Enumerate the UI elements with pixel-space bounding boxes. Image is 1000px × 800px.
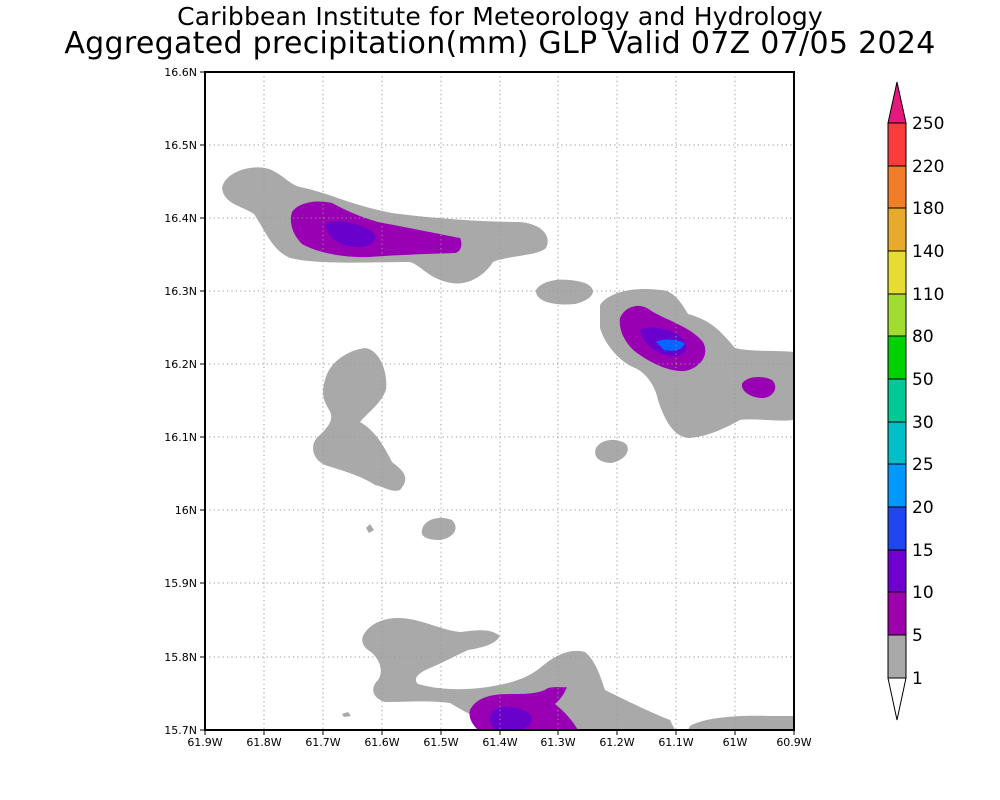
precip-20mm-areas <box>656 339 685 351</box>
lon-label: 61.1W <box>658 736 693 749</box>
colorbar-label: 10 <box>912 583 934 603</box>
lat-label: 16.5N <box>164 139 197 152</box>
precip-area-small-center <box>421 517 456 540</box>
colorbar-label: 50 <box>912 370 934 390</box>
colorbar-label: 1 <box>912 669 923 689</box>
precip-area-east-20mm <box>656 339 685 351</box>
lon-label: 60.9W <box>776 736 811 749</box>
product-title: Aggregated precipitation(mm) GLP Valid 0… <box>64 26 936 61</box>
lon-label: 61.3W <box>540 736 575 749</box>
institute-title: Caribbean Institute for Meteorology and … <box>177 2 823 31</box>
lat-label: 16.1N <box>164 431 197 444</box>
precip-area-small-east <box>595 439 628 463</box>
colorbar-swatch <box>887 378 907 423</box>
colorbar-min-arrow <box>887 677 907 721</box>
lon-label: 61.9W <box>187 736 222 749</box>
lon-label: 61.5W <box>423 736 458 749</box>
precip-area-north-10mm <box>325 221 376 248</box>
colorbar: 1 5 10 15 20 25 30 50 80 110 140 180 220… <box>887 81 944 721</box>
colorbar-swatch <box>887 463 907 508</box>
lon-label: 61W <box>723 736 748 749</box>
colorbar-label: 30 <box>912 413 934 433</box>
lat-label: 16.2N <box>164 358 197 371</box>
precip-area-speck-1 <box>366 524 374 533</box>
colorbar-max-arrow <box>887 81 907 124</box>
precip-area-southeast <box>688 715 794 730</box>
colorbar-label: 110 <box>912 285 944 305</box>
colorbar-swatch <box>887 250 907 295</box>
lat-label: 16.4N <box>164 212 197 225</box>
colorbar-swatch <box>887 549 907 593</box>
precip-area-south <box>362 618 675 730</box>
lon-label: 61.6W <box>364 736 399 749</box>
colorbar-label: 20 <box>912 498 934 518</box>
lat-label: 16.3N <box>164 285 197 298</box>
lat-label: 16.6N <box>164 66 197 79</box>
colorbar-swatch <box>887 293 907 337</box>
longitude-labels: 61.9W 61.8W 61.7W 61.6W 61.5W 61.4W 61.3… <box>187 736 811 749</box>
axis-ticks <box>200 71 795 735</box>
colorbar-swatch <box>887 421 907 465</box>
colorbar-label: 15 <box>912 541 934 561</box>
lon-label: 61.2W <box>599 736 634 749</box>
lat-label: 16N <box>175 504 197 517</box>
colorbar-swatch <box>887 165 907 209</box>
colorbar-swatch <box>887 335 907 380</box>
latitude-labels: 16.6N 16.5N 16.4N 16.3N 16.2N 16.1N 16N … <box>164 66 197 737</box>
lat-label: 15.7N <box>164 724 197 737</box>
lon-label: 61.8W <box>246 736 281 749</box>
lon-label: 61.4W <box>482 736 517 749</box>
colorbar-label: 220 <box>912 157 944 177</box>
precip-area-small-north <box>535 279 593 305</box>
colorbar-swatch <box>887 122 907 167</box>
colorbar-labels: 1 5 10 15 20 25 30 50 80 110 140 180 220… <box>912 114 944 689</box>
precip-area-far-east-5mm <box>741 376 776 398</box>
map-panel: 61.9W 61.8W 61.7W 61.6W 61.5W 61.4W 61.3… <box>164 66 812 749</box>
colorbar-label: 80 <box>912 327 934 347</box>
colorbar-swatch <box>887 207 907 252</box>
colorbar-label: 5 <box>912 626 923 646</box>
colorbar-swatch <box>887 591 907 636</box>
colorbar-label: 250 <box>912 114 944 134</box>
lat-label: 15.9N <box>164 577 197 590</box>
precip-area-speck-2 <box>342 712 351 717</box>
colorbar-swatch <box>887 506 907 551</box>
colorbar-label: 25 <box>912 455 934 475</box>
colorbar-label: 180 <box>912 199 944 219</box>
colorbar-label: 140 <box>912 242 944 262</box>
colorbar-swatch <box>887 634 907 679</box>
lon-label: 61.7W <box>305 736 340 749</box>
precip-area-north-5mm <box>290 201 462 258</box>
lat-label: 15.8N <box>164 651 197 664</box>
